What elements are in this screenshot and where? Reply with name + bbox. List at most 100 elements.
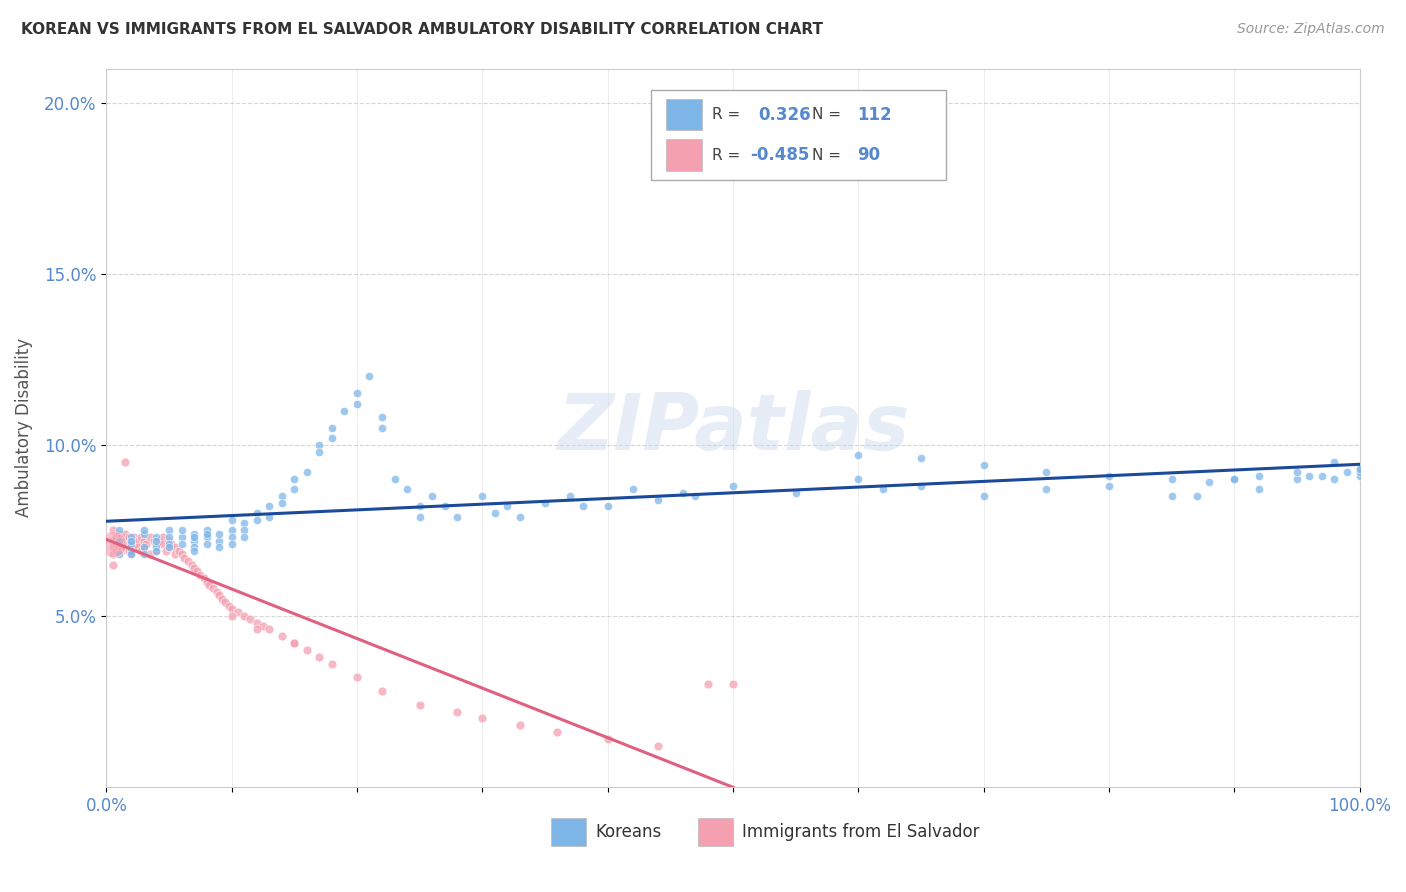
Text: 90: 90 bbox=[858, 146, 880, 164]
Point bbox=[165, 547, 187, 561]
Point bbox=[252, 619, 274, 633]
Point bbox=[283, 482, 305, 496]
Point bbox=[142, 533, 165, 548]
Point bbox=[208, 533, 231, 548]
Point bbox=[471, 489, 494, 503]
Point bbox=[110, 544, 132, 558]
Point bbox=[152, 537, 174, 551]
Point bbox=[221, 513, 243, 527]
Point bbox=[283, 636, 305, 650]
Point bbox=[257, 509, 280, 524]
Point bbox=[183, 526, 205, 541]
Point bbox=[221, 602, 243, 616]
Point bbox=[145, 537, 167, 551]
Point bbox=[270, 496, 292, 510]
Point bbox=[157, 537, 180, 551]
Point bbox=[177, 554, 200, 568]
Point bbox=[208, 541, 231, 555]
Point bbox=[1223, 472, 1246, 486]
Point bbox=[120, 530, 142, 544]
Point bbox=[120, 547, 142, 561]
Point bbox=[672, 485, 695, 500]
Text: -0.485: -0.485 bbox=[751, 146, 810, 164]
Point bbox=[132, 541, 155, 555]
Point bbox=[1348, 461, 1371, 475]
Point bbox=[308, 649, 330, 664]
Point bbox=[239, 612, 262, 626]
Point bbox=[647, 739, 669, 753]
Text: Koreans: Koreans bbox=[595, 823, 661, 841]
Point bbox=[257, 500, 280, 514]
Point bbox=[433, 500, 456, 514]
Point bbox=[621, 482, 644, 496]
Point bbox=[408, 509, 430, 524]
Point bbox=[105, 544, 128, 558]
Point bbox=[183, 561, 205, 575]
Point bbox=[1323, 455, 1346, 469]
Point bbox=[721, 479, 744, 493]
Point bbox=[446, 705, 468, 719]
Point bbox=[188, 567, 211, 582]
Point bbox=[1035, 465, 1057, 479]
Point bbox=[157, 524, 180, 538]
Point bbox=[186, 565, 208, 579]
Point bbox=[120, 547, 142, 561]
Point bbox=[233, 516, 256, 531]
Point bbox=[120, 533, 142, 548]
Point bbox=[246, 506, 269, 520]
Point bbox=[396, 482, 419, 496]
Point bbox=[105, 537, 128, 551]
Point bbox=[145, 533, 167, 548]
Point bbox=[208, 526, 231, 541]
Point bbox=[118, 544, 141, 558]
Point bbox=[910, 479, 932, 493]
Point bbox=[910, 451, 932, 466]
Point bbox=[127, 541, 149, 555]
Point bbox=[534, 496, 557, 510]
Point bbox=[246, 513, 269, 527]
Point bbox=[696, 677, 718, 691]
Point bbox=[120, 544, 142, 558]
Point bbox=[283, 472, 305, 486]
Text: R =: R = bbox=[711, 107, 745, 122]
Point bbox=[233, 608, 256, 623]
Point bbox=[546, 725, 568, 739]
Point bbox=[101, 547, 124, 561]
Point bbox=[596, 731, 619, 746]
Point bbox=[114, 526, 136, 541]
Point bbox=[509, 718, 531, 732]
Point bbox=[118, 537, 141, 551]
Point bbox=[157, 541, 180, 555]
Point bbox=[195, 530, 218, 544]
Point bbox=[346, 386, 368, 401]
Point bbox=[183, 541, 205, 555]
Point bbox=[170, 524, 193, 538]
Point bbox=[193, 571, 215, 585]
Point bbox=[221, 537, 243, 551]
Point bbox=[226, 606, 249, 620]
Point bbox=[127, 533, 149, 548]
Text: N =: N = bbox=[811, 107, 846, 122]
Point bbox=[973, 489, 995, 503]
Point bbox=[211, 591, 233, 606]
Point bbox=[721, 677, 744, 691]
Point bbox=[1160, 489, 1182, 503]
Point bbox=[183, 530, 205, 544]
Point bbox=[195, 574, 218, 589]
Point bbox=[846, 472, 869, 486]
Point bbox=[1223, 472, 1246, 486]
Point bbox=[1249, 482, 1271, 496]
Point bbox=[108, 524, 131, 538]
Point bbox=[108, 526, 131, 541]
Point bbox=[155, 544, 177, 558]
Point bbox=[132, 524, 155, 538]
Text: ZIPatlas: ZIPatlas bbox=[557, 390, 910, 466]
Point bbox=[132, 533, 155, 548]
Text: R =: R = bbox=[711, 148, 745, 162]
Point bbox=[1198, 475, 1220, 490]
Point bbox=[408, 500, 430, 514]
Point bbox=[233, 530, 256, 544]
Point bbox=[558, 489, 581, 503]
Point bbox=[246, 615, 269, 630]
Point bbox=[295, 643, 318, 657]
